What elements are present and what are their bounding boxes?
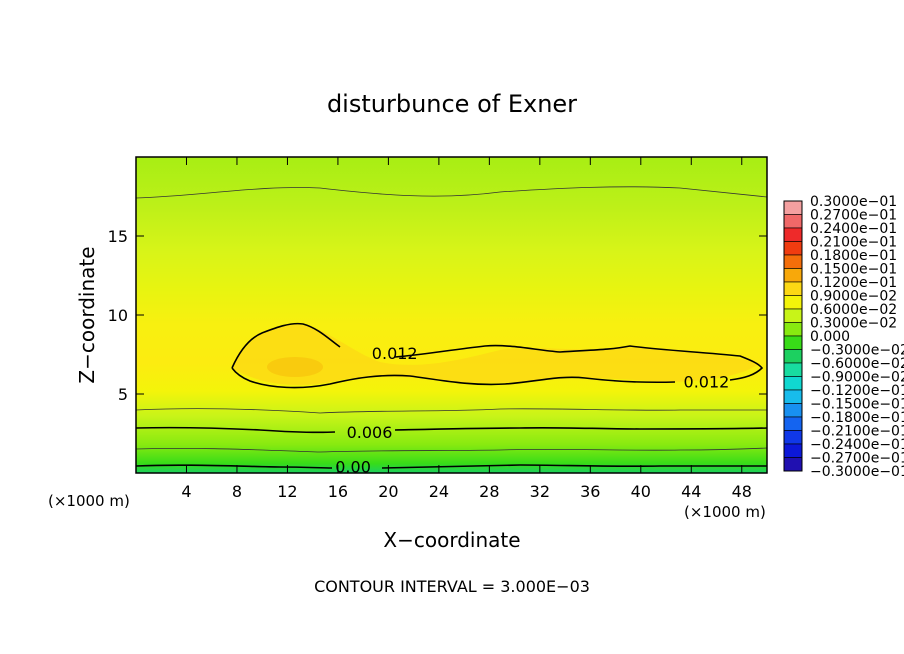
x-tick-label: 28 <box>479 482 499 501</box>
x-tick-label: 44 <box>681 482 701 501</box>
colorbar-swatch <box>783 376 803 391</box>
contour-line-0.00 <box>136 464 767 469</box>
colorbar-label: −0.2100e−01 <box>810 424 904 440</box>
colorbar-swatch <box>783 200 803 215</box>
max-region <box>232 324 760 386</box>
colorbar-label: 0.000 <box>810 329 850 345</box>
colorbar-label: 0.2700e−01 <box>810 208 897 224</box>
colorbar-swatch <box>783 443 803 458</box>
colorbar-swatch <box>783 335 803 350</box>
colorbar-label: 0.3000e−01 <box>810 194 897 210</box>
colorbar-label: −0.9000e−02 <box>810 370 904 386</box>
colorbar-label: −0.2700e−01 <box>810 451 904 467</box>
x-unit-left: (×1000 m) <box>48 492 130 510</box>
x-unit-right: (×1000 m) <box>684 503 766 521</box>
colorbar-swatch <box>783 322 803 337</box>
x-tick-label: 4 <box>181 482 191 501</box>
colorbar-swatch <box>783 214 803 229</box>
colorbar-swatch <box>783 308 803 323</box>
colorbar-label: 0.3000e−02 <box>810 316 897 332</box>
x-tick-label: 24 <box>429 482 449 501</box>
contour-label: 0.006 <box>347 423 393 442</box>
x-axis-label: X−coordinate <box>383 528 520 552</box>
contour-interval-note: CONTOUR INTERVAL = 3.000E−03 <box>314 577 590 596</box>
colorbar-swatch <box>783 349 803 364</box>
y-tick-label: 15 <box>108 227 128 246</box>
x-tick-label: 8 <box>232 482 242 501</box>
colorbar-swatch <box>783 241 803 256</box>
chart-title: disturbunce of Exner <box>327 90 577 118</box>
contour-label: 0.012 <box>684 372 730 391</box>
colorbar-swatch <box>783 403 803 418</box>
colorbar-label: 0.2100e−01 <box>810 235 897 251</box>
colorbar-swatch <box>783 389 803 404</box>
colorbar-swatch <box>783 281 803 296</box>
colorbar-label: 0.1200e−01 <box>810 275 897 291</box>
y-axis-ticks: 5 10 15 <box>108 227 767 404</box>
colorbar-label: −0.3000e−01 <box>810 464 904 480</box>
x-axis-ticks: 4 8 12 16 20 24 28 32 36 40 44 48 <box>181 157 752 501</box>
contour-label: 0.00 <box>335 458 371 477</box>
contour-label: 0.012 <box>372 344 418 363</box>
y-tick-label: 5 <box>118 385 128 404</box>
colorbar-swatch <box>783 416 803 431</box>
colorbar-swatch <box>783 227 803 242</box>
x-tick-label: 20 <box>378 482 398 501</box>
y-axis-label: Z−coordinate <box>75 246 99 383</box>
contour-line-0.012 <box>231 322 764 389</box>
colorbar-label: −0.1500e−01 <box>810 397 904 413</box>
x-tick-label: 40 <box>631 482 651 501</box>
colorbar-frame <box>783 200 803 472</box>
colorbar: 0.3000e−010.2700e−010.2400e−010.2100e−01… <box>783 194 904 480</box>
x-tick-label: 16 <box>328 482 348 501</box>
x-tick-label: 36 <box>580 482 600 501</box>
colorbar-label: −0.1200e−01 <box>810 383 904 399</box>
colorbar-label: 0.1800e−01 <box>810 248 897 264</box>
colorbar-label: −0.6000e−02 <box>810 356 904 372</box>
x-tick-label: 12 <box>277 482 297 501</box>
x-tick-label: 32 <box>530 482 550 501</box>
colorbar-swatch <box>783 457 803 472</box>
contour-line-lower-2 <box>136 447 767 453</box>
contour-labels: 0.012 0.012 0.006 0.00 <box>335 344 730 477</box>
colorbar-label: 0.6000e−02 <box>810 302 897 318</box>
contour-line-top <box>136 186 767 199</box>
contour-line-lower-1 <box>136 408 767 414</box>
colorbar-label: −0.2400e−01 <box>810 437 904 453</box>
plot-area: 0.012 0.012 0.006 0.00 <box>136 157 767 477</box>
contour-line-0.006 <box>136 426 767 434</box>
colorbar-label: −0.1800e−01 <box>810 410 904 426</box>
y-tick-label: 10 <box>108 306 128 325</box>
x-tick-label: 48 <box>732 482 752 501</box>
colorbar-label: 0.9000e−02 <box>810 289 897 305</box>
max-core <box>267 357 323 377</box>
colorbar-swatch <box>783 295 803 310</box>
colorbar-swatch <box>783 362 803 377</box>
colorbar-swatch <box>783 254 803 269</box>
colorbar-swatch <box>783 430 803 445</box>
colorbar-label: −0.3000e−02 <box>810 343 904 359</box>
colorbar-label: 0.2400e−01 <box>810 221 897 237</box>
colorbar-swatch <box>783 268 803 283</box>
colorbar-label: 0.1500e−01 <box>810 262 897 278</box>
field-background <box>136 157 767 473</box>
